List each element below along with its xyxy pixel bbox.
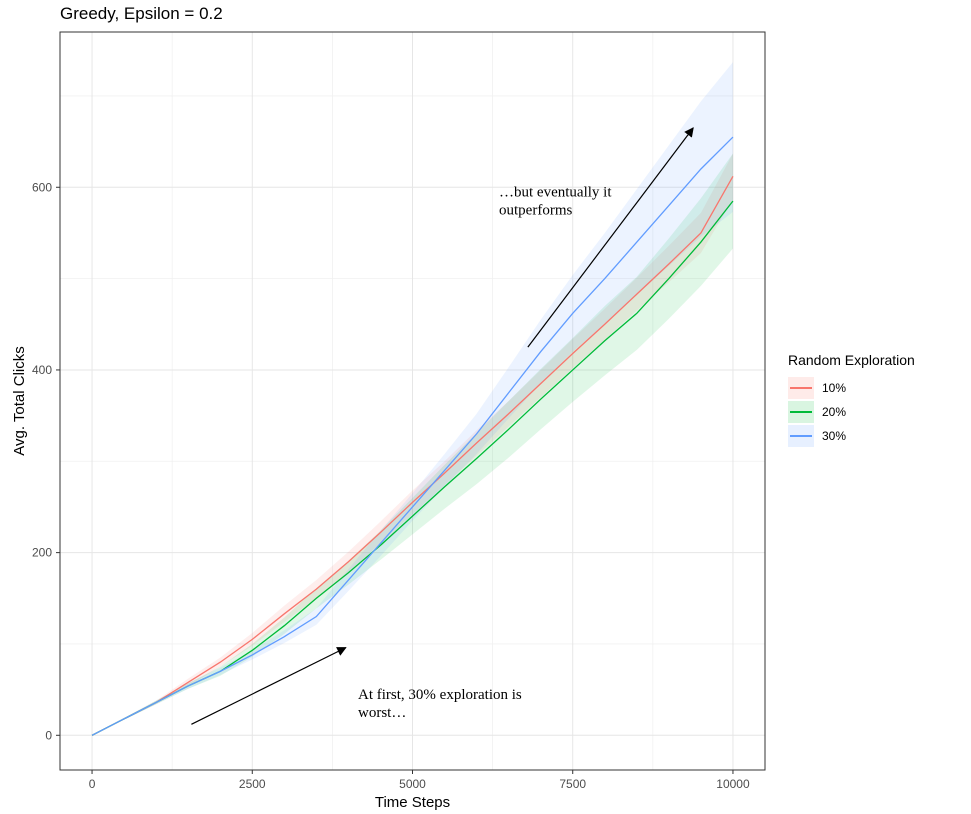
y-tick-label: 400 — [32, 363, 52, 377]
x-axis-label: Time Steps — [375, 794, 450, 811]
legend-key — [788, 401, 814, 423]
legend: Random Exploration 10% 20% 30% — [788, 352, 915, 448]
legend-item-20pct: 20% — [788, 400, 915, 424]
y-axis-label: Avg. Total Clicks — [11, 346, 28, 456]
legend-title: Random Exploration — [788, 352, 915, 368]
y-tick-label: 200 — [32, 546, 52, 560]
y-tick-label: 0 — [45, 728, 52, 742]
x-tick-label: 10000 — [716, 777, 750, 791]
legend-key — [788, 425, 814, 447]
annotation-text-1: At first, 30% exploration is worst… — [358, 687, 522, 721]
x-tick-label: 7500 — [559, 777, 586, 791]
series-line-30pct — [91, 136, 734, 736]
legend-item-10pct: 10% — [788, 376, 915, 400]
y-tick-label: 600 — [32, 180, 52, 194]
x-tick-label: 0 — [89, 777, 96, 791]
chart-title: Greedy, Epsilon = 0.2 — [60, 4, 223, 23]
x-tick-label: 5000 — [399, 777, 426, 791]
legend-key — [788, 377, 814, 399]
annotation-text-2: …but eventually it outperforms — [499, 184, 612, 218]
series-line-10pct — [91, 175, 734, 736]
legend-label: 30% — [822, 429, 847, 443]
legend-item-30pct: 30% — [788, 424, 915, 448]
legend-label: 10% — [822, 381, 847, 395]
annotation-arrow-1 — [191, 647, 347, 725]
legend-items: 10% 20% 30% — [788, 376, 915, 448]
x-tick-label: 2500 — [239, 777, 266, 791]
legend-label: 20% — [822, 405, 847, 419]
annotation-arrow-2 — [527, 127, 694, 348]
